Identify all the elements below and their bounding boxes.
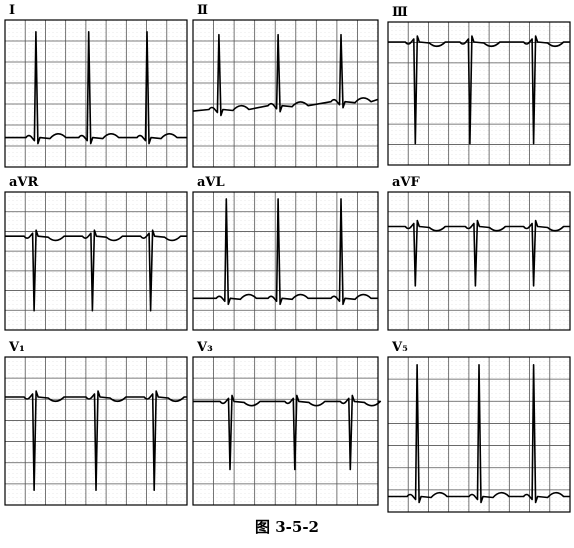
ecg-trace bbox=[388, 364, 570, 504]
lead-label: Ⅱ bbox=[197, 3, 208, 18]
lead-label: Ⅰ bbox=[9, 3, 15, 18]
lead-label: aVF bbox=[392, 175, 421, 190]
panel-border bbox=[4, 191, 188, 331]
ecg-panel: Ⅰ bbox=[4, 3, 188, 168]
ecg-trace bbox=[388, 219, 570, 287]
ecg-trace bbox=[5, 390, 187, 491]
ecg-panel: V₅ bbox=[387, 340, 571, 513]
panel-border bbox=[387, 356, 571, 513]
panel-border bbox=[192, 19, 379, 168]
lead-label: Ⅲ bbox=[392, 5, 408, 20]
ecg-trace bbox=[193, 198, 378, 306]
panel-border bbox=[387, 191, 571, 331]
lead-label: aVL bbox=[197, 175, 225, 190]
panel-border bbox=[192, 356, 379, 506]
ecg-panel: V₃ bbox=[192, 340, 382, 506]
panel-border bbox=[4, 356, 188, 506]
ecg-panel: aVF bbox=[387, 175, 571, 331]
lead-label: V₁ bbox=[8, 340, 25, 355]
panel-border bbox=[387, 21, 571, 166]
ecg-panel: Ⅱ bbox=[192, 3, 379, 168]
panel-border bbox=[192, 191, 379, 331]
lead-label: V₅ bbox=[391, 340, 408, 355]
ecg-trace bbox=[193, 394, 382, 471]
ecg-panel: aVR bbox=[4, 175, 188, 331]
figure-caption: 图 3-5-2 bbox=[255, 518, 319, 536]
lead-label: V₃ bbox=[196, 340, 213, 355]
panel-border bbox=[4, 19, 188, 168]
ecg-trace bbox=[192, 33, 379, 117]
ecg-panel: V₁ bbox=[4, 340, 188, 506]
ecg-trace bbox=[388, 35, 570, 145]
ecg-trace bbox=[5, 229, 187, 312]
ecg-panel: Ⅲ bbox=[387, 5, 571, 166]
lead-label: aVR bbox=[9, 175, 39, 190]
ecg-panel: aVL bbox=[192, 175, 379, 331]
ecg-trace bbox=[5, 31, 187, 145]
